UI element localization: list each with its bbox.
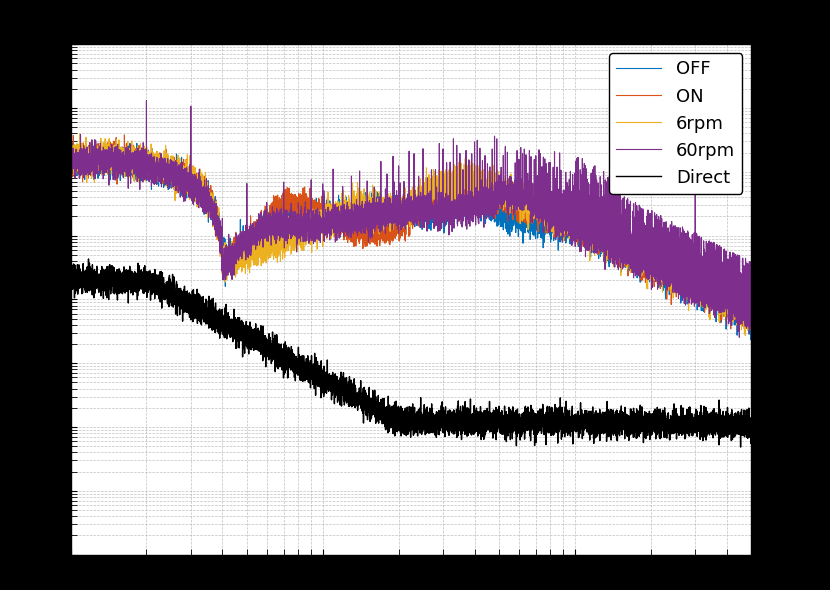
6rpm — [468, 175, 478, 182]
ON — [746, 319, 756, 326]
OFF — [745, 336, 755, 343]
OFF — [468, 201, 478, 208]
6rpm — [100, 152, 110, 159]
Direct — [312, 378, 322, 385]
60rpm — [570, 243, 580, 250]
ON — [740, 326, 749, 333]
Line: OFF: OFF — [71, 140, 751, 340]
OFF — [100, 137, 110, 144]
OFF — [607, 238, 617, 245]
60rpm — [498, 191, 508, 198]
6rpm — [607, 247, 617, 254]
OFF — [100, 149, 110, 156]
ON — [120, 132, 129, 139]
6rpm — [740, 332, 750, 339]
OFF — [498, 215, 508, 222]
60rpm — [66, 97, 76, 104]
Direct — [746, 427, 756, 434]
6rpm — [75, 130, 85, 137]
Direct — [735, 444, 745, 451]
6rpm — [66, 164, 76, 171]
6rpm — [746, 326, 756, 333]
60rpm — [607, 240, 617, 247]
6rpm — [498, 191, 508, 198]
Legend: OFF, ON, 6rpm, 60rpm, Direct: OFF, ON, 6rpm, 60rpm, Direct — [609, 53, 742, 194]
ON — [468, 191, 478, 198]
6rpm — [570, 227, 580, 234]
Line: Direct: Direct — [71, 259, 751, 447]
ON — [570, 222, 580, 230]
6rpm — [312, 222, 322, 229]
Direct — [84, 255, 94, 263]
OFF — [312, 212, 322, 219]
Line: 6rpm: 6rpm — [71, 134, 751, 336]
Direct — [100, 271, 110, 278]
60rpm — [100, 154, 110, 161]
OFF — [66, 138, 76, 145]
60rpm — [746, 316, 756, 323]
Line: ON: ON — [71, 135, 751, 329]
Direct — [66, 287, 76, 294]
60rpm — [312, 218, 322, 225]
Direct — [468, 431, 478, 438]
OFF — [570, 219, 580, 227]
ON — [312, 200, 322, 207]
ON — [66, 144, 76, 151]
Line: 60rpm: 60rpm — [71, 101, 751, 337]
Direct — [498, 430, 508, 437]
ON — [100, 156, 110, 163]
ON — [498, 197, 508, 204]
60rpm — [141, 97, 151, 104]
60rpm — [735, 334, 745, 341]
OFF — [746, 312, 756, 319]
Direct — [607, 407, 617, 414]
ON — [607, 245, 617, 252]
Direct — [570, 422, 580, 429]
60rpm — [468, 218, 478, 225]
